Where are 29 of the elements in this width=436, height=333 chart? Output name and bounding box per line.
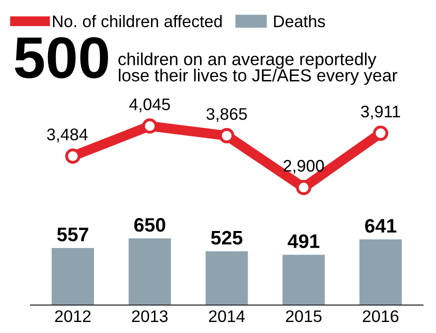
- chart-title: 500: [14, 37, 108, 78]
- point: [65, 148, 80, 164]
- data-label: 641: [365, 218, 396, 233]
- point: [219, 128, 234, 144]
- point: [372, 126, 388, 141]
- x-tick-label: 2014: [209, 310, 245, 322]
- bar: [282, 254, 325, 306]
- x-tick-label: 2012: [55, 310, 91, 322]
- data-label: 3,865: [206, 108, 247, 122]
- data-label: 2,900: [284, 160, 324, 174]
- x-tick-label: 2013: [132, 310, 168, 322]
- x-tick-label: 2015: [286, 310, 322, 322]
- legend-label: Deaths: [274, 15, 325, 28]
- point: [296, 180, 312, 196]
- data-label: 525: [211, 230, 242, 245]
- data-label: 491: [288, 234, 320, 248]
- bar: [52, 248, 94, 306]
- bar: [206, 251, 248, 306]
- point: [142, 118, 158, 134]
- bar: [128, 238, 171, 306]
- data-label: 3,484: [47, 128, 88, 142]
- legend-label: No. of children affected: [53, 15, 222, 28]
- data-label: 4,045: [129, 98, 170, 112]
- data-label: 650: [134, 218, 166, 232]
- data-label: 3,911: [361, 106, 400, 120]
- chart-subtitle: children on an average reportedly lose their lives to JE/AES every year: [118, 52, 398, 85]
- bar: [359, 239, 402, 306]
- x-tick-label: 2016: [362, 310, 398, 322]
- data-label: 557: [57, 228, 88, 242]
